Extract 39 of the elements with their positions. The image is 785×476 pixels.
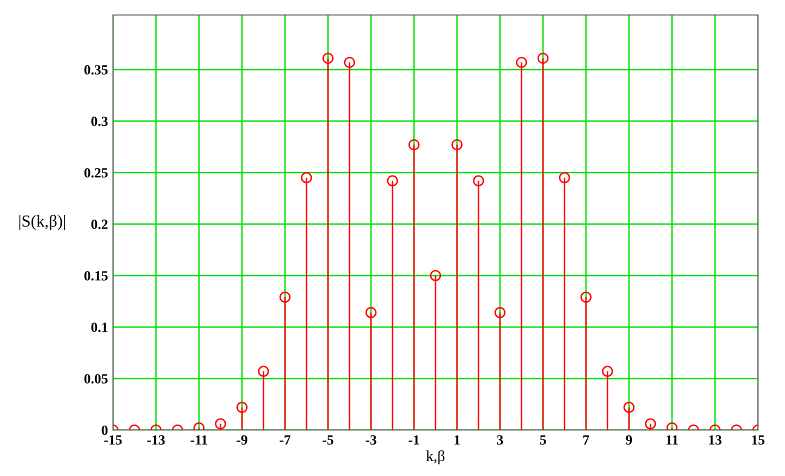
point bbox=[322, 52, 334, 64]
x-tick-label: -13 bbox=[147, 435, 165, 445]
x-tick-label: -9 bbox=[236, 435, 248, 445]
x-tick-label: -7 bbox=[280, 435, 290, 444]
y-tick-label: 0.15 bbox=[84, 271, 108, 281]
point bbox=[558, 172, 570, 184]
x-tick-label: 13 bbox=[709, 435, 722, 445]
x-tick-label: 3 bbox=[497, 435, 503, 445]
point bbox=[472, 175, 484, 186]
y-tick-label: 0 bbox=[102, 426, 108, 435]
x-tick-label: 15 bbox=[752, 435, 764, 445]
x-tick-label: -11 bbox=[190, 435, 208, 444]
point bbox=[451, 139, 463, 150]
point bbox=[516, 56, 528, 68]
point bbox=[279, 292, 291, 303]
x-tick-label: 1 bbox=[454, 435, 460, 444]
x-tick-label: -5 bbox=[322, 435, 334, 445]
point bbox=[408, 139, 420, 150]
point bbox=[386, 175, 398, 186]
y-tick-label: 0.3 bbox=[91, 116, 108, 126]
x-tick-label: -15 bbox=[104, 435, 122, 445]
point bbox=[344, 56, 356, 68]
y-tick-label: 0.2 bbox=[91, 220, 108, 230]
point bbox=[537, 52, 549, 64]
y-axis-title: |S(k,β)| bbox=[19, 214, 65, 230]
y-tick-label: 0.1 bbox=[91, 322, 108, 332]
point bbox=[300, 172, 312, 184]
y-tick-label: 0.25 bbox=[84, 168, 108, 178]
x-tick-label: 7 bbox=[583, 435, 590, 444]
x-tick-label: 11 bbox=[666, 435, 678, 444]
x-tick-label: 5 bbox=[540, 435, 546, 445]
point bbox=[430, 270, 442, 282]
x-axis-title: k,β bbox=[426, 450, 444, 464]
y-tick-label: 0.05 bbox=[84, 374, 108, 384]
x-tick-label: 9 bbox=[626, 435, 632, 445]
y-tick-label: 0.35 bbox=[84, 65, 108, 75]
point bbox=[580, 292, 592, 303]
x-tick-label: -3 bbox=[366, 435, 376, 445]
x-tick-label: -1 bbox=[408, 435, 420, 444]
